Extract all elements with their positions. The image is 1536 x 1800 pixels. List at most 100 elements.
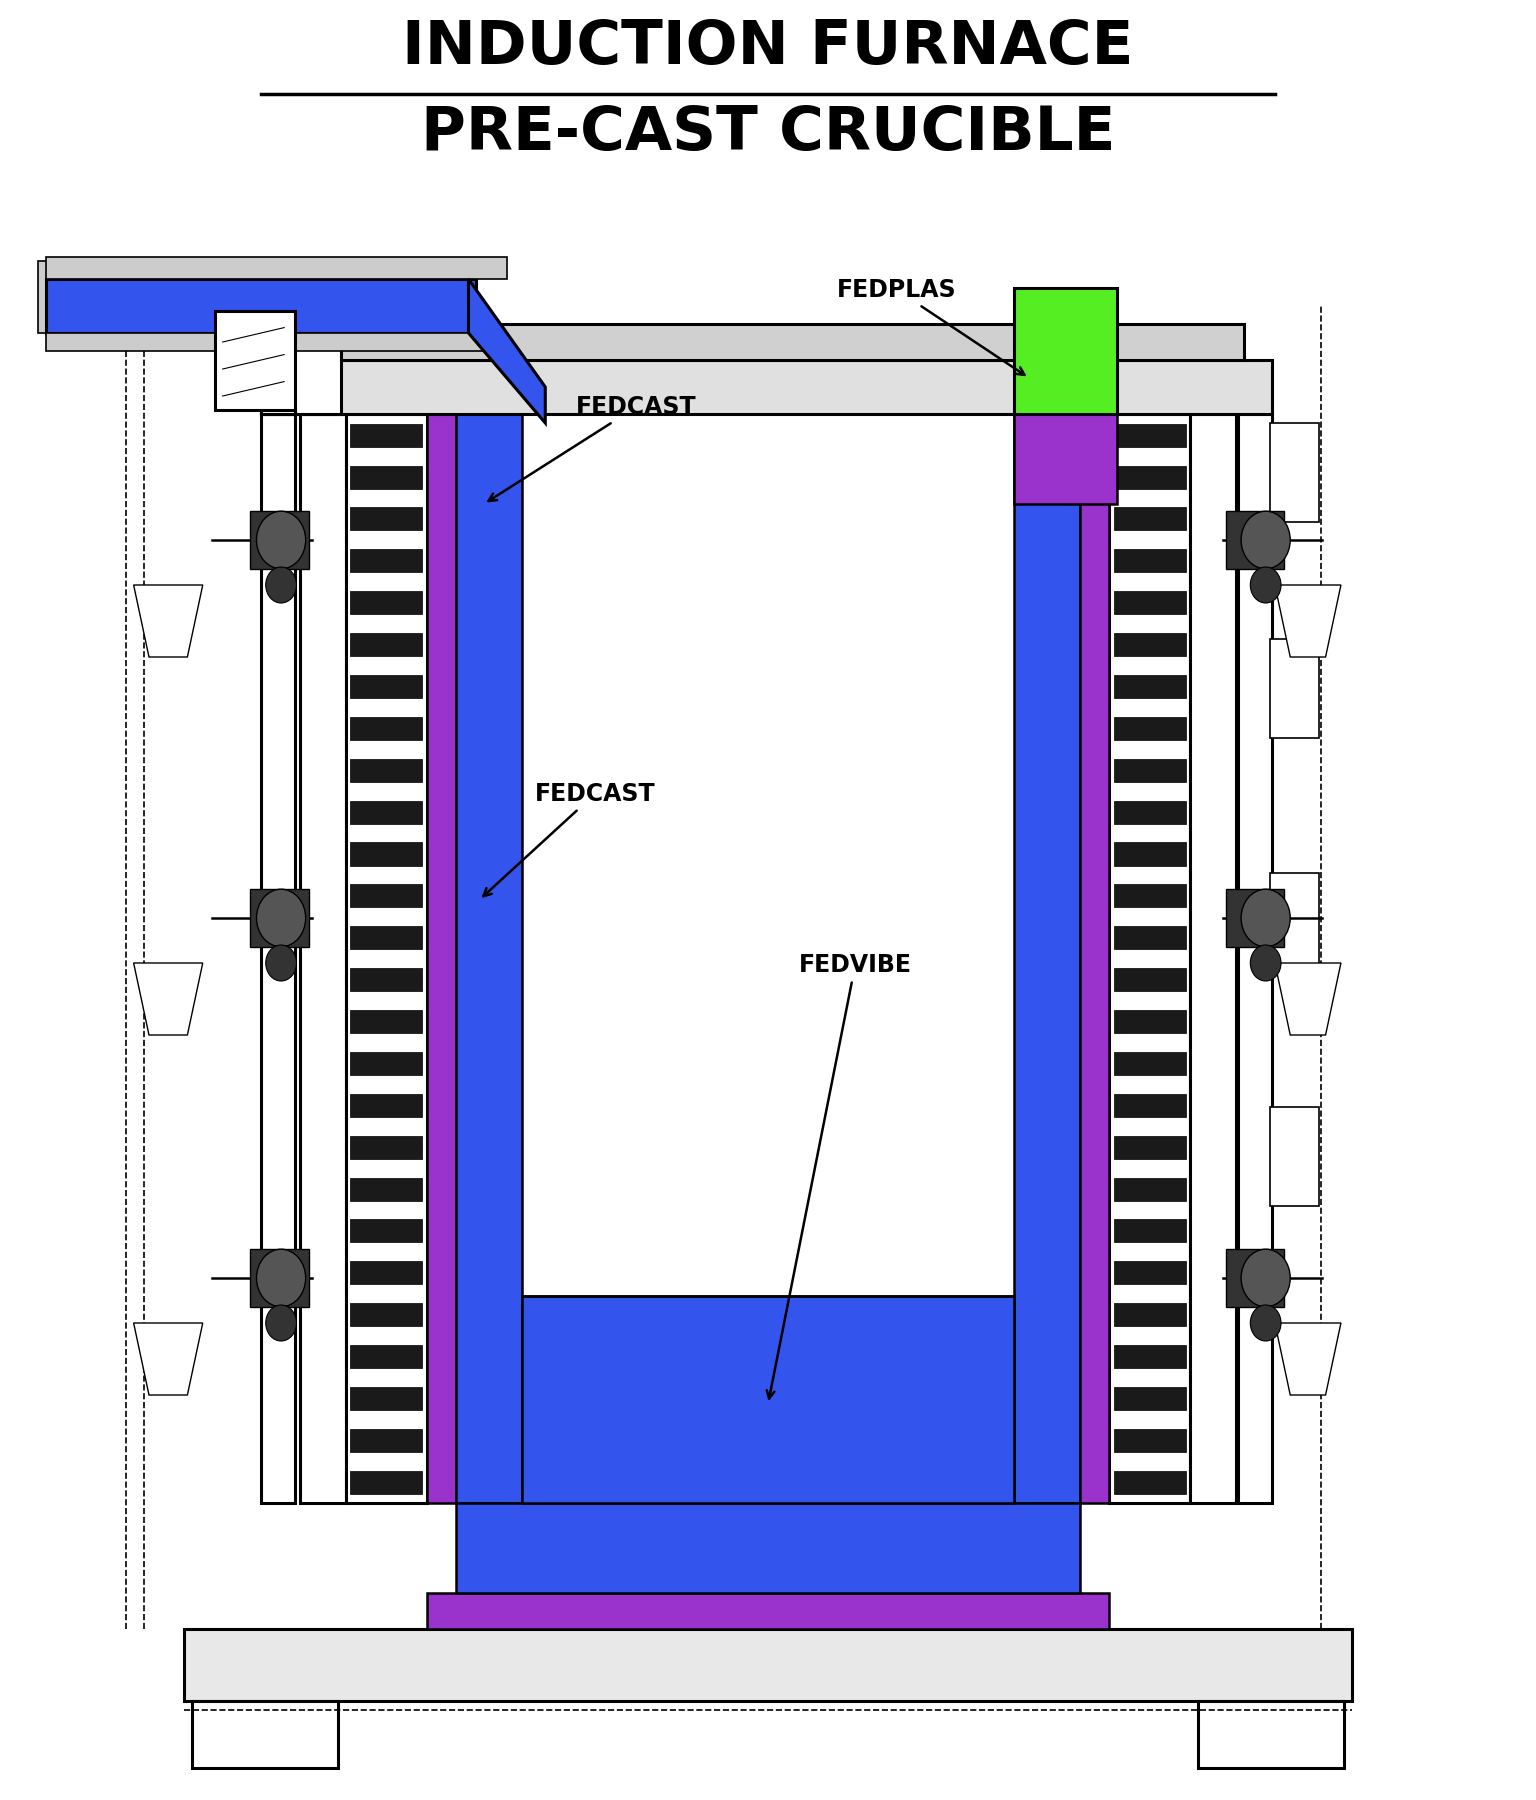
- Bar: [292, 324, 1244, 360]
- Text: FEDVIBE: FEDVIBE: [766, 952, 912, 1399]
- Circle shape: [266, 567, 296, 603]
- Bar: [350, 1010, 422, 1033]
- Bar: [346, 414, 427, 1503]
- Bar: [1114, 423, 1186, 446]
- Bar: [350, 634, 422, 655]
- Bar: [350, 760, 422, 781]
- Bar: [522, 1296, 1014, 1503]
- Bar: [1114, 634, 1186, 655]
- Text: FEDPLAS: FEDPLAS: [837, 277, 1025, 374]
- Polygon shape: [1275, 585, 1341, 657]
- Bar: [46, 279, 476, 333]
- Bar: [350, 801, 422, 824]
- Bar: [1114, 590, 1186, 614]
- Bar: [350, 590, 422, 614]
- Bar: [350, 1219, 422, 1242]
- Bar: [350, 842, 422, 866]
- Polygon shape: [1275, 1323, 1341, 1395]
- Bar: [350, 675, 422, 698]
- Bar: [1114, 1303, 1186, 1327]
- Bar: [350, 549, 422, 572]
- Bar: [1114, 1345, 1186, 1368]
- Bar: [261, 360, 1272, 414]
- Bar: [1114, 1051, 1186, 1075]
- Bar: [261, 410, 295, 414]
- Bar: [1014, 288, 1117, 414]
- Bar: [350, 1136, 422, 1159]
- Bar: [1114, 675, 1186, 698]
- Text: FEDCAST: FEDCAST: [488, 394, 697, 500]
- Bar: [350, 927, 422, 949]
- Bar: [1114, 842, 1186, 866]
- Bar: [350, 423, 422, 446]
- Circle shape: [1250, 1305, 1281, 1341]
- Bar: [250, 1249, 309, 1307]
- Bar: [1114, 1136, 1186, 1159]
- Circle shape: [1250, 567, 1281, 603]
- Bar: [1114, 1429, 1186, 1453]
- Bar: [350, 508, 422, 531]
- Bar: [350, 1345, 422, 1368]
- Bar: [350, 466, 422, 488]
- Text: INDUCTION FURNACE: INDUCTION FURNACE: [402, 18, 1134, 77]
- Polygon shape: [134, 1323, 203, 1395]
- Bar: [1270, 873, 1319, 972]
- Bar: [1114, 801, 1186, 824]
- Bar: [1226, 511, 1284, 569]
- Bar: [1114, 508, 1186, 531]
- Bar: [1114, 1010, 1186, 1033]
- Bar: [350, 1094, 422, 1116]
- Bar: [1114, 1177, 1186, 1201]
- Bar: [1114, 1094, 1186, 1116]
- Polygon shape: [134, 585, 203, 657]
- Bar: [1109, 414, 1190, 1503]
- Polygon shape: [1275, 963, 1341, 1035]
- Bar: [1114, 1388, 1186, 1409]
- Bar: [1190, 414, 1236, 1503]
- Bar: [300, 414, 346, 1503]
- Bar: [350, 1303, 422, 1327]
- Bar: [1114, 1471, 1186, 1494]
- Bar: [350, 884, 422, 907]
- Bar: [1114, 968, 1186, 992]
- Bar: [46, 257, 507, 279]
- Bar: [350, 1471, 422, 1494]
- Circle shape: [257, 889, 306, 947]
- Bar: [250, 511, 309, 569]
- Bar: [1114, 927, 1186, 949]
- Bar: [184, 1629, 1352, 1701]
- Bar: [261, 414, 295, 1503]
- Bar: [350, 1388, 422, 1409]
- Polygon shape: [468, 279, 545, 423]
- Circle shape: [266, 945, 296, 981]
- Bar: [350, 1429, 422, 1453]
- Bar: [456, 414, 522, 1503]
- Circle shape: [266, 1305, 296, 1341]
- Bar: [522, 414, 1014, 1296]
- Circle shape: [1241, 1249, 1290, 1307]
- Bar: [1114, 716, 1186, 740]
- Bar: [350, 968, 422, 992]
- Bar: [350, 1051, 422, 1075]
- Bar: [1238, 414, 1272, 1503]
- Bar: [350, 716, 422, 740]
- Circle shape: [257, 1249, 306, 1307]
- Circle shape: [1250, 945, 1281, 981]
- Bar: [427, 414, 456, 1503]
- Polygon shape: [134, 963, 203, 1035]
- Bar: [1114, 760, 1186, 781]
- Circle shape: [257, 511, 306, 569]
- Text: PRE-CAST CRUCIBLE: PRE-CAST CRUCIBLE: [421, 104, 1115, 164]
- Bar: [1114, 1219, 1186, 1242]
- Bar: [1226, 1249, 1284, 1307]
- Bar: [261, 320, 341, 414]
- Bar: [1114, 549, 1186, 572]
- Bar: [250, 889, 309, 947]
- Bar: [1270, 1107, 1319, 1206]
- Bar: [1114, 1262, 1186, 1285]
- Bar: [46, 333, 507, 351]
- Bar: [1270, 423, 1319, 522]
- Circle shape: [1241, 889, 1290, 947]
- Text: FEDCAST: FEDCAST: [484, 781, 656, 896]
- Bar: [1080, 414, 1109, 1503]
